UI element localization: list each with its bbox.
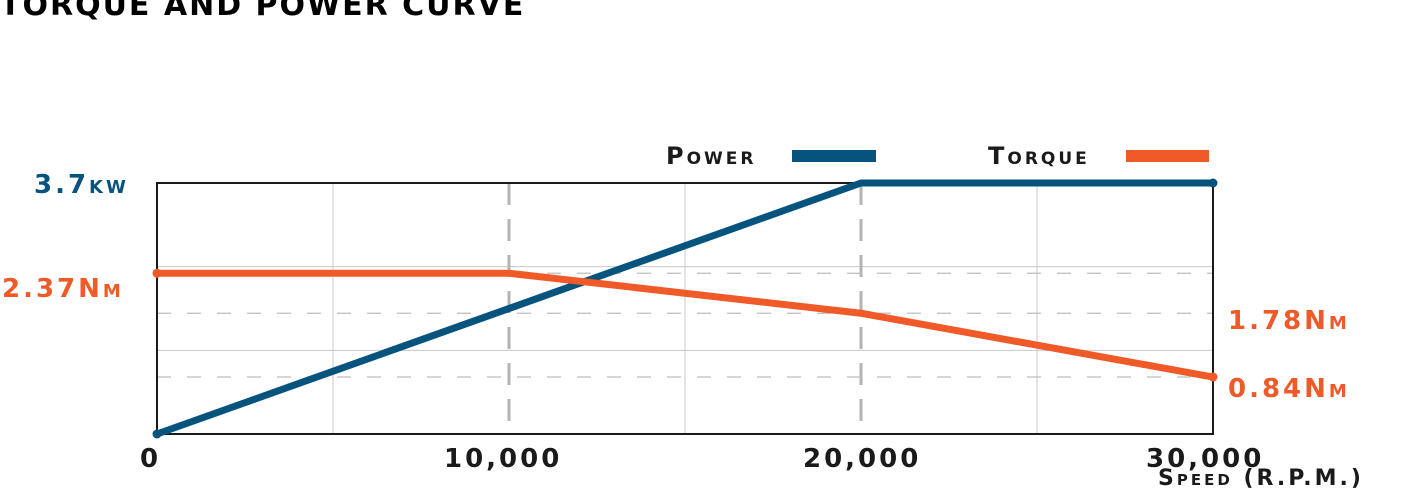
- x-tick-label: 0: [140, 444, 162, 474]
- x-axis-label: Speed (R.P.M.): [1158, 466, 1364, 491]
- series-line-power: [153, 179, 1217, 438]
- torque-max-label: 2.37Nm: [2, 274, 124, 304]
- x-tick-label: 30,000: [1146, 444, 1265, 474]
- data-point-power: [1208, 178, 1218, 188]
- legend: [792, 150, 1209, 162]
- legend-power-swatch: [792, 150, 876, 162]
- data-point-power: [152, 429, 162, 439]
- x-tick-label: 10,000: [444, 444, 563, 474]
- data-point-torque: [1208, 372, 1218, 382]
- chart-title: Torque and Power Curve: [0, 0, 526, 23]
- data-point-torque: [152, 268, 162, 278]
- power-max-label: 3.7kw: [34, 170, 129, 200]
- grid: [156, 182, 1214, 435]
- x-tick-label: 20,000: [803, 444, 922, 474]
- legend-torque-label: Torque: [988, 142, 1090, 170]
- legend-power-label: Power: [666, 142, 757, 170]
- plot-frame: [156, 182, 1214, 435]
- legend-torque-swatch: [1126, 150, 1209, 162]
- torque-30000-label: 0.84Nm: [1228, 374, 1350, 404]
- torque-20000-label: 1.78Nm: [1228, 306, 1350, 336]
- series-lines: [152, 178, 1218, 439]
- series-line-torque: [153, 269, 1217, 381]
